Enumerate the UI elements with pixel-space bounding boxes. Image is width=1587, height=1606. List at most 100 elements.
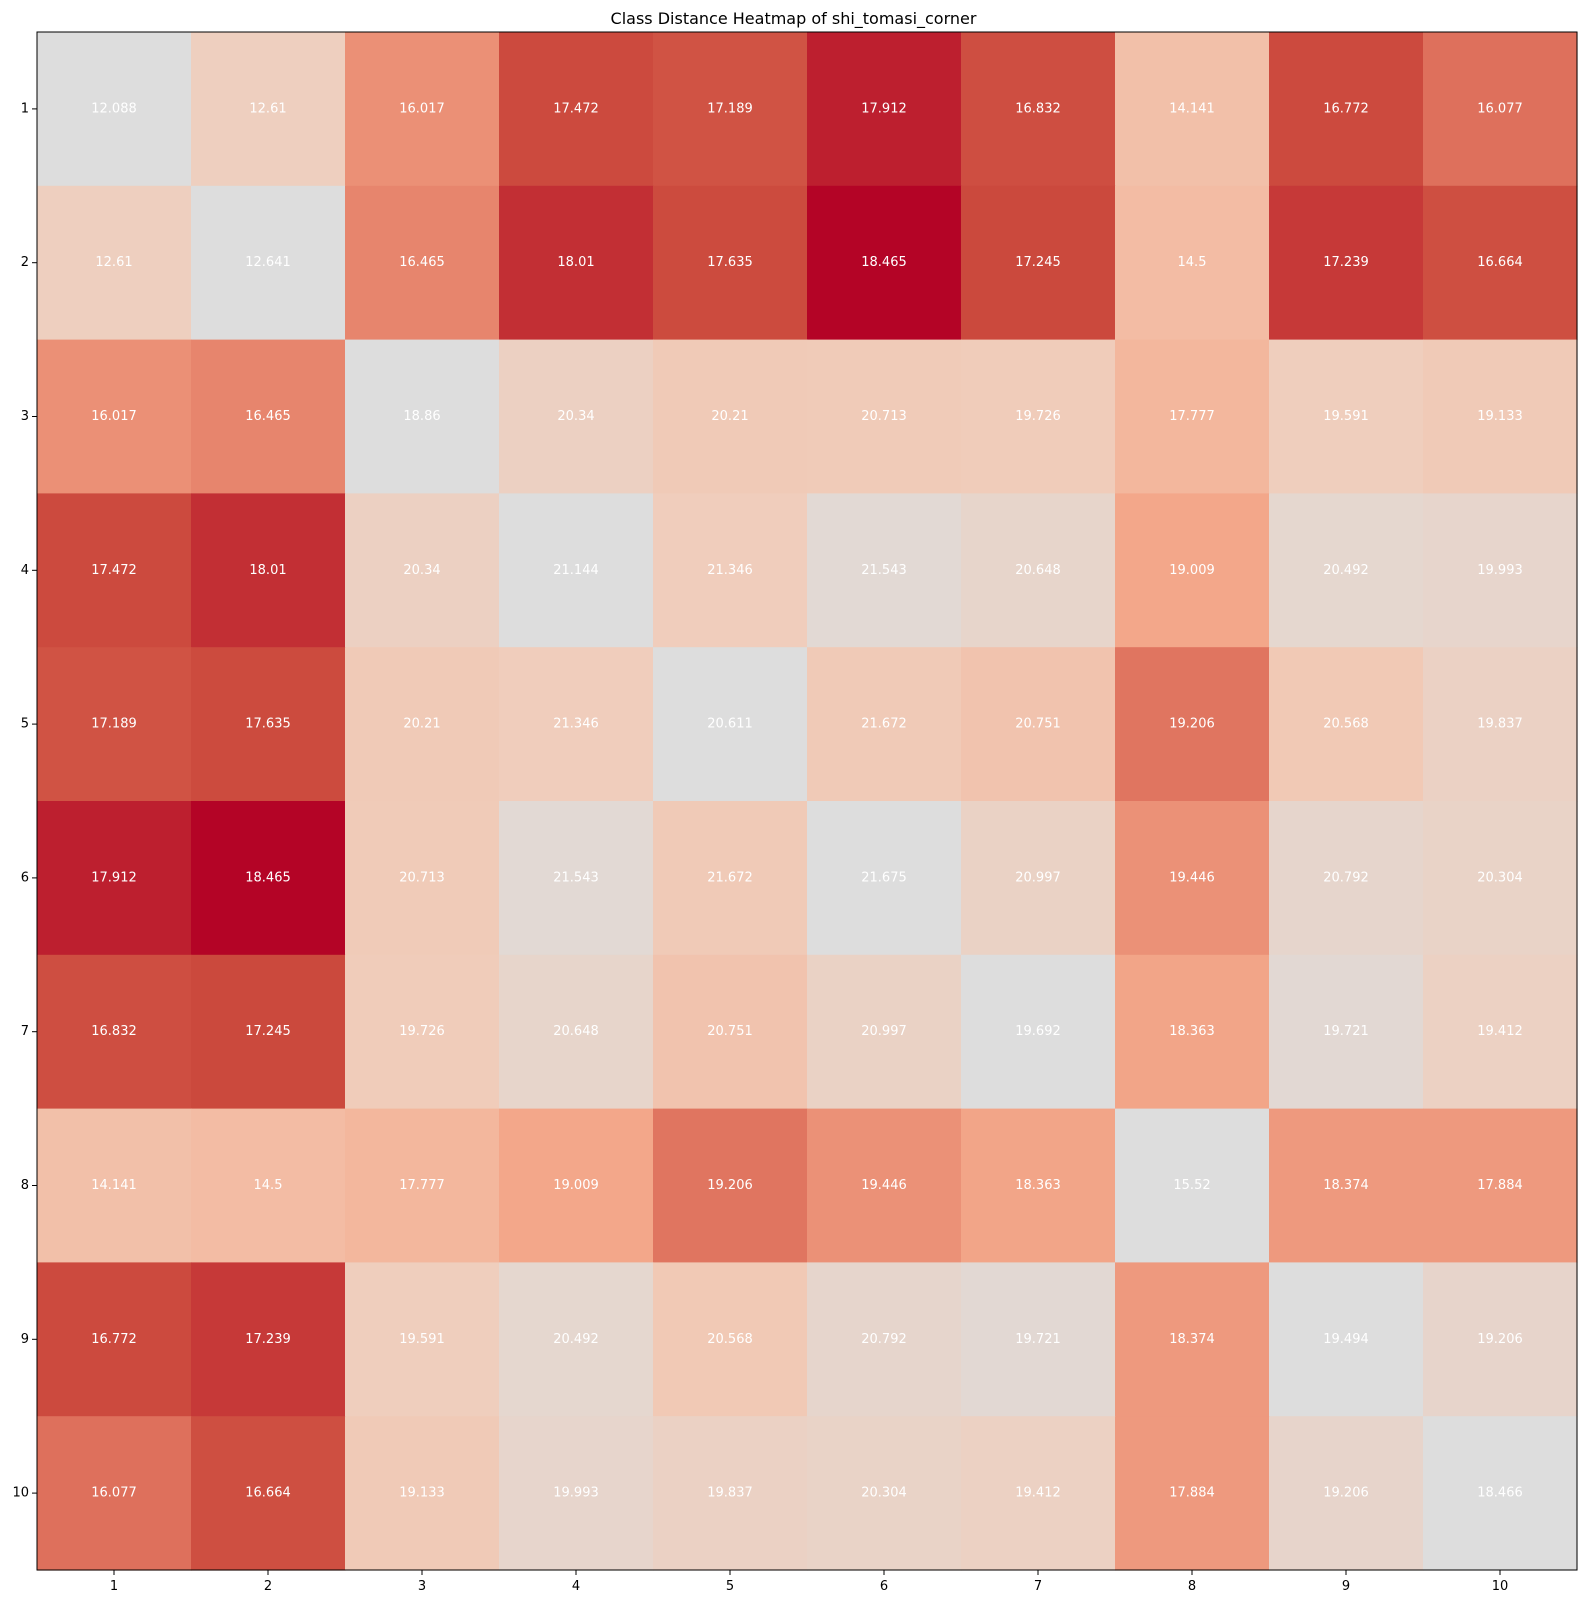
heatmap-cell-r1-c6 xyxy=(807,32,962,187)
cell-value-label: 14.141 xyxy=(91,1178,137,1193)
cell-value-label: 20.21 xyxy=(403,717,440,732)
cell-value-label: 20.751 xyxy=(707,1024,753,1039)
heatmap-cell-r9-c3 xyxy=(345,1262,500,1417)
heatmap-cell-r3-c8 xyxy=(1115,339,1270,494)
cell-value-label: 19.721 xyxy=(1323,1024,1369,1039)
heatmap-cell-r2-c7 xyxy=(961,185,1116,341)
cell-value-label: 17.245 xyxy=(245,1024,291,1039)
cell-value-label: 21.144 xyxy=(553,563,599,578)
heatmap-cell-r7-c3 xyxy=(345,954,500,1110)
cell-value-label: 20.997 xyxy=(1015,870,1061,885)
cell-value-label: 18.465 xyxy=(861,255,907,270)
cell-value-label: 20.304 xyxy=(1477,870,1523,885)
x-tick-label: 8 xyxy=(1188,1579,1196,1594)
cell-value-label: 19.446 xyxy=(861,1178,907,1193)
cell-value-label: 16.664 xyxy=(245,1486,291,1501)
heatmap-cell-r4-c2 xyxy=(191,493,346,648)
y-tick-label: 1 xyxy=(21,101,29,116)
x-tick-label: 5 xyxy=(726,1579,734,1594)
x-tick-label: 6 xyxy=(880,1579,888,1594)
heatmap-cell-r8-c3 xyxy=(345,1108,500,1263)
heatmap-cell-r7-c10 xyxy=(1423,954,1578,1110)
heatmap-cell-r2-c3 xyxy=(345,185,500,341)
cell-value-label: 19.993 xyxy=(1477,563,1523,578)
heatmap-cell-r6-c2 xyxy=(191,801,346,956)
y-axis: 1 2 3 4 5 6 7 8 9 10 xyxy=(12,101,37,1501)
y-tick-label: 2 xyxy=(21,255,29,270)
cell-value-label: 20.21 xyxy=(711,409,748,424)
heatmap-cell-r1-c2 xyxy=(191,32,346,187)
x-tick-label: 7 xyxy=(1034,1579,1042,1594)
x-tick-label: 9 xyxy=(1342,1579,1350,1594)
y-tick-label: 4 xyxy=(21,563,29,578)
cell-value-label: 17.239 xyxy=(1323,255,1369,270)
cell-value-label: 18.466 xyxy=(1477,1486,1523,1501)
heatmap-cell-r5-c9 xyxy=(1269,647,1424,802)
cell-value-label: 17.245 xyxy=(1015,255,1061,270)
cell-value-label: 19.133 xyxy=(399,1486,445,1501)
chart-title: Class Distance Heatmap of shi_tomasi_cor… xyxy=(611,9,977,29)
heatmap-cell-r5-c8 xyxy=(1115,647,1270,802)
cell-value-label: 19.206 xyxy=(1477,1332,1523,1347)
heatmap-cell-r8-c6 xyxy=(807,1108,962,1263)
heatmap-cell-r7-c9 xyxy=(1269,954,1424,1110)
heatmap-cell-r7-c7 xyxy=(961,954,1116,1110)
heatmap-cell-r9-c9 xyxy=(1269,1262,1424,1417)
cell-value-label: 18.374 xyxy=(1323,1178,1369,1193)
cell-value-label: 20.713 xyxy=(861,409,907,424)
heatmap-cell-r7-c5 xyxy=(653,954,808,1110)
heatmap-cell-r5-c3 xyxy=(345,647,500,802)
heatmap-cell-r4-c5 xyxy=(653,493,808,648)
cell-value-label: 19.133 xyxy=(1477,409,1523,424)
cell-value-label: 21.672 xyxy=(707,870,753,885)
heatmap-cell-r1-c8 xyxy=(1115,32,1270,187)
heatmap-cell-r8-c2 xyxy=(191,1108,346,1263)
y-tick-label: 9 xyxy=(21,1332,29,1347)
heatmap-cell-r10-c2 xyxy=(191,1416,346,1571)
heatmap-cell-r8-c1 xyxy=(37,1108,192,1263)
heatmap-cell-r5-c10 xyxy=(1423,647,1578,802)
y-tick-label: 5 xyxy=(21,717,29,732)
x-tick-label: 2 xyxy=(264,1579,272,1594)
cell-value-label: 19.009 xyxy=(1169,563,1215,578)
y-tick-label: 7 xyxy=(21,1024,29,1039)
cell-value-label: 18.01 xyxy=(249,563,286,578)
cell-value-label: 19.494 xyxy=(1323,1332,1369,1347)
heatmap-value-labels: 12.088 12.61 16.017 17.472 17.189 17.912 16.83… xyxy=(91,101,1523,1500)
cell-value-label: 17.912 xyxy=(91,870,137,885)
cell-value-label: 17.472 xyxy=(91,563,137,578)
cell-value-label: 17.777 xyxy=(1169,409,1215,424)
heatmap-cell-r10-c9 xyxy=(1269,1416,1424,1571)
heatmap-cell-r3-c2 xyxy=(191,339,346,494)
cell-value-label: 16.772 xyxy=(1323,101,1369,116)
cell-value-label: 16.465 xyxy=(245,409,291,424)
cell-value-label: 19.446 xyxy=(1169,870,1215,885)
cell-value-label: 16.017 xyxy=(91,409,137,424)
y-tick-label: 8 xyxy=(21,1178,29,1193)
heatmap-cell-r1-c5 xyxy=(653,32,808,187)
heatmap-cell-r3-c7 xyxy=(961,339,1116,494)
cell-value-label: 17.912 xyxy=(861,101,907,116)
heatmap-cell-r8-c10 xyxy=(1423,1108,1578,1263)
cell-value-label: 18.86 xyxy=(403,409,440,424)
cell-value-label: 20.568 xyxy=(1323,717,1369,732)
x-tick-label: 1 xyxy=(110,1579,118,1594)
heatmap-cell-r10-c1 xyxy=(37,1416,192,1571)
heatmap-cell-r2-c4 xyxy=(499,185,654,341)
cell-value-label: 16.772 xyxy=(91,1332,137,1347)
cell-value-label: 20.611 xyxy=(707,717,753,732)
cell-value-label: 19.726 xyxy=(399,1024,445,1039)
heatmap-cell-r9-c1 xyxy=(37,1262,192,1417)
heatmap-cell-r8-c8 xyxy=(1115,1108,1270,1263)
cell-value-label: 16.017 xyxy=(399,101,445,116)
heatmap-cell-r10-c8 xyxy=(1115,1416,1270,1571)
cell-value-label: 20.751 xyxy=(1015,717,1061,732)
heatmap-cell-r5-c1 xyxy=(37,647,192,802)
heatmap-cell-r4-c6 xyxy=(807,493,962,648)
heatmap-cell-r6-c8 xyxy=(1115,801,1270,956)
cell-value-label: 17.189 xyxy=(91,717,137,732)
heatmap-cell-r6-c4 xyxy=(499,801,654,956)
cell-value-label: 21.346 xyxy=(553,717,599,732)
cell-value-label: 20.648 xyxy=(1015,563,1061,578)
